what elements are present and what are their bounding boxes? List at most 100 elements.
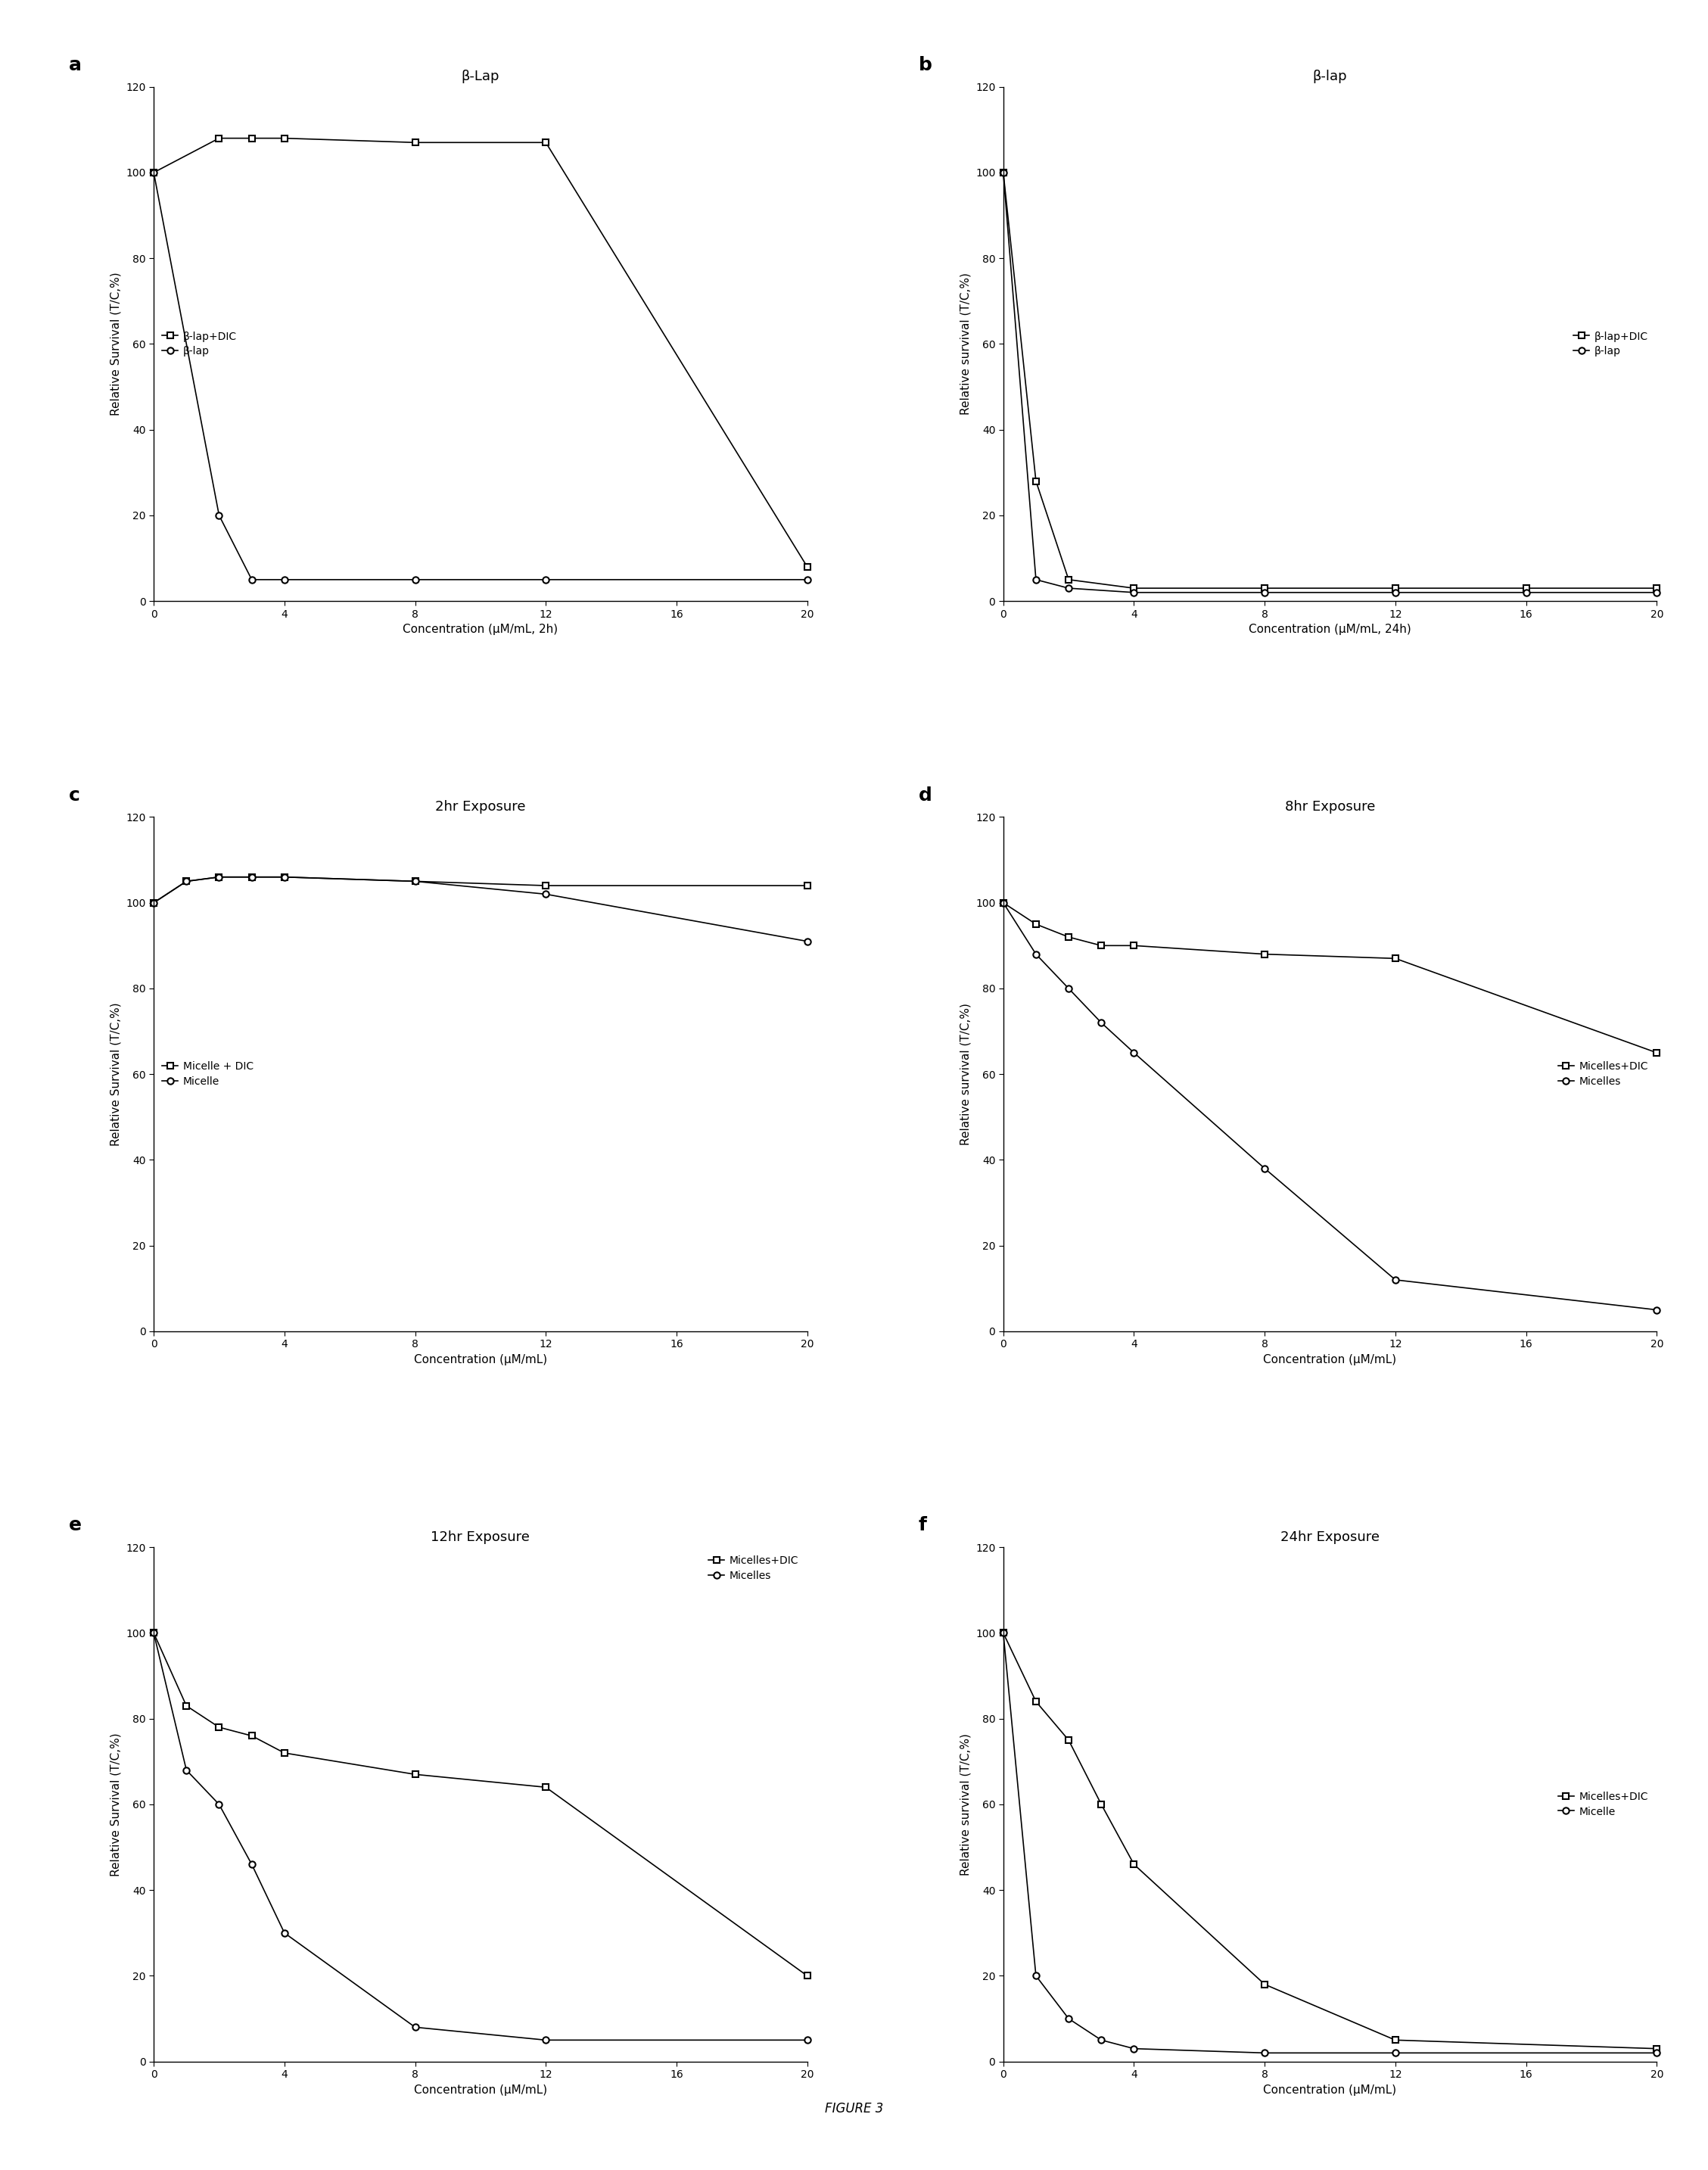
Line: Micelle: Micelle <box>1001 1630 1660 2057</box>
β-lap+DIC <box>1027 469 1047 495</box>
β-lap <box>143 158 164 184</box>
Y-axis label: Relative survival (T/C,%): Relative survival (T/C,%) <box>960 1734 972 1875</box>
Legend: β-lap+DIC, β-lap: β-lap+DIC, β-lap <box>1570 328 1652 360</box>
Line: Micelles+DIC: Micelles+DIC <box>1001 901 1660 1057</box>
β-lap+DIC <box>208 126 229 152</box>
Micelles+DIC <box>241 1723 261 1749</box>
Y-axis label: Relative Survival (T/C,%): Relative Survival (T/C,%) <box>111 271 121 417</box>
Title: 12hr Exposure: 12hr Exposure <box>430 1530 529 1545</box>
Micelle + DIC <box>143 890 164 916</box>
Micelles <box>1647 1298 1667 1324</box>
Text: d: d <box>919 786 933 805</box>
β-lap+DIC <box>536 130 557 156</box>
Legend: β-lap+DIC, β-lap: β-lap+DIC, β-lap <box>159 328 241 360</box>
Y-axis label: Relative survival (T/C,%): Relative survival (T/C,%) <box>960 1003 972 1146</box>
β-lap <box>1124 579 1144 605</box>
Micelle <box>798 929 818 955</box>
Micelles <box>1091 1009 1112 1035</box>
X-axis label: Concentration (μM/mL): Concentration (μM/mL) <box>413 2083 547 2096</box>
X-axis label: Concentration (μM/mL, 2h): Concentration (μM/mL, 2h) <box>403 623 559 636</box>
Text: c: c <box>68 786 80 805</box>
Micelles+DIC <box>1059 924 1079 950</box>
β-lap <box>275 566 295 592</box>
Micelles+DIC <box>1385 946 1406 972</box>
β-lap <box>1254 579 1274 605</box>
Micelle <box>208 864 229 890</box>
β-lap+DIC <box>1385 575 1406 601</box>
Line: β-lap+DIC: β-lap+DIC <box>1001 169 1660 592</box>
X-axis label: Concentration (μM/mL, 24h): Concentration (μM/mL, 24h) <box>1249 623 1411 636</box>
Line: Micelles: Micelles <box>1001 901 1660 1313</box>
Line: β-lap+DIC: β-lap+DIC <box>150 135 810 571</box>
Micelles+DIC <box>1027 911 1047 937</box>
Micelle <box>1027 1964 1047 1990</box>
Y-axis label: Relative survival (T/C,%): Relative survival (T/C,%) <box>960 273 972 414</box>
Title: 2hr Exposure: 2hr Exposure <box>436 801 526 814</box>
Micelles <box>1124 1039 1144 1065</box>
Micelles+DIC <box>1059 1727 1079 1753</box>
β-lap <box>1385 579 1406 605</box>
X-axis label: Concentration (μM/mL): Concentration (μM/mL) <box>1264 2083 1397 2096</box>
Micelles+DIC <box>1091 933 1112 959</box>
Micelle <box>1254 2040 1274 2066</box>
Micelles <box>208 1792 229 1818</box>
Line: β-lap: β-lap <box>150 169 810 584</box>
Legend: Micelles+DIC, Micelle: Micelles+DIC, Micelle <box>1554 1788 1652 1821</box>
Title: 24hr Exposure: 24hr Exposure <box>1281 1530 1380 1545</box>
β-lap <box>798 566 818 592</box>
Micelles+DIC <box>1124 1851 1144 1877</box>
Line: Micelles: Micelles <box>150 1630 810 2044</box>
Micelle + DIC <box>208 864 229 890</box>
β-lap+DIC <box>992 158 1013 184</box>
Micelles+DIC <box>143 1621 164 1647</box>
Micelles+DIC <box>992 890 1013 916</box>
β-lap <box>1027 566 1047 592</box>
Micelles+DIC <box>1385 2027 1406 2053</box>
Micelles+DIC <box>275 1740 295 1766</box>
Micelles+DIC <box>798 1964 818 1990</box>
Micelles <box>798 2027 818 2053</box>
Micelles+DIC <box>1254 942 1274 968</box>
β-lap+DIC <box>143 158 164 184</box>
β-lap <box>992 158 1013 184</box>
β-lap <box>405 566 425 592</box>
Legend: Micelle + DIC, Micelle: Micelle + DIC, Micelle <box>159 1059 256 1089</box>
Micelles <box>241 1851 261 1877</box>
Line: Micelles+DIC: Micelles+DIC <box>1001 1630 1660 2053</box>
Micelles+DIC <box>536 1775 557 1801</box>
Micelle + DIC <box>275 864 295 890</box>
Micelles+DIC <box>1254 1970 1274 1996</box>
β-lap <box>1647 579 1667 605</box>
Micelles <box>1385 1267 1406 1293</box>
Micelles+DIC <box>1027 1688 1047 1714</box>
Micelles+DIC <box>176 1693 196 1719</box>
Micelles <box>143 1621 164 1647</box>
β-lap+DIC <box>1059 566 1079 592</box>
Micelle + DIC <box>176 868 196 894</box>
Micelle + DIC <box>536 872 557 898</box>
Micelles <box>1027 942 1047 968</box>
Micelles+DIC <box>405 1762 425 1788</box>
Line: Micelle: Micelle <box>150 875 810 944</box>
Text: FIGURE 3: FIGURE 3 <box>825 2103 883 2116</box>
X-axis label: Concentration (μM/mL): Concentration (μM/mL) <box>1264 1354 1397 1365</box>
Line: Micelle + DIC: Micelle + DIC <box>150 875 810 905</box>
Micelle + DIC <box>241 864 261 890</box>
Micelle + DIC <box>405 868 425 894</box>
β-lap+DIC <box>1124 575 1144 601</box>
Micelles+DIC <box>1124 933 1144 959</box>
β-lap+DIC <box>241 126 261 152</box>
Micelle <box>176 868 196 894</box>
Micelle <box>992 1621 1013 1647</box>
Micelles+DIC <box>1091 1792 1112 1818</box>
Title: 8hr Exposure: 8hr Exposure <box>1284 801 1375 814</box>
Text: a: a <box>68 56 82 74</box>
Micelles <box>1254 1154 1274 1180</box>
Micelle <box>1385 2040 1406 2066</box>
Micelles <box>992 890 1013 916</box>
Micelle <box>405 868 425 894</box>
β-lap+DIC <box>1254 575 1274 601</box>
Line: β-lap: β-lap <box>1001 169 1660 595</box>
β-lap <box>241 566 261 592</box>
Y-axis label: Relative Survival (T/C,%): Relative Survival (T/C,%) <box>111 1732 121 1877</box>
